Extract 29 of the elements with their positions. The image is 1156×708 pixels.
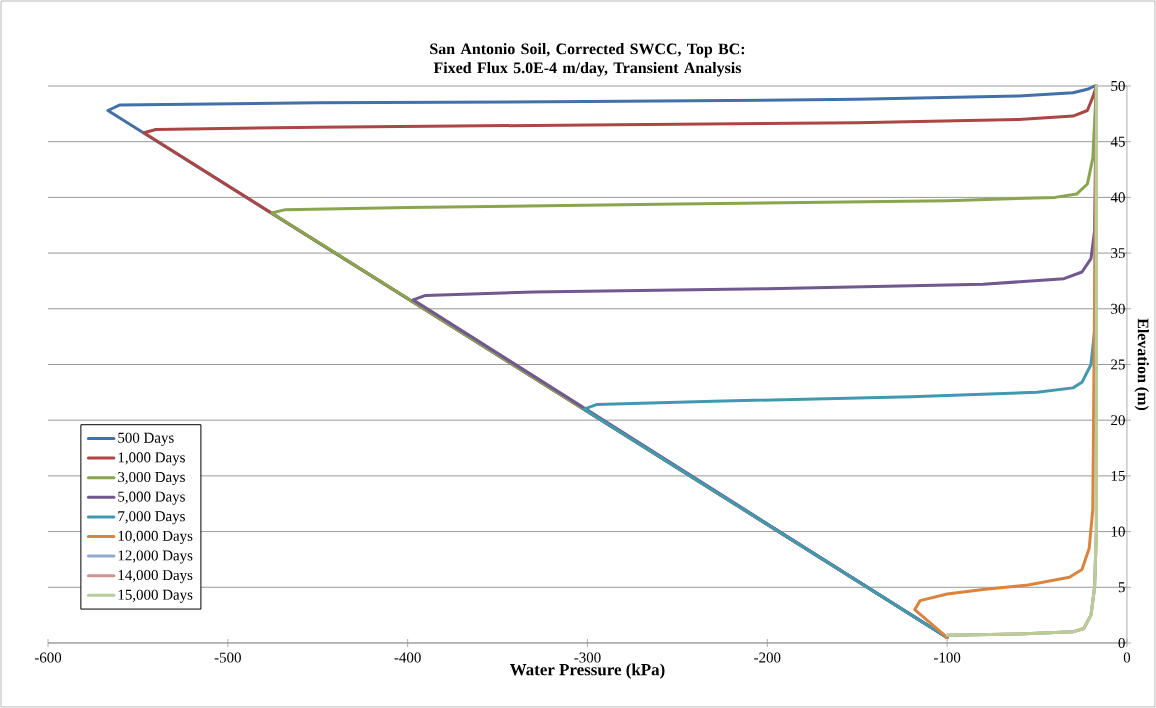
x-tick-label: -100: [933, 652, 961, 663]
x-tick-label: -400: [394, 652, 421, 663]
y-tick-label: 10: [1111, 526, 1125, 537]
y-tick-label: 35: [1111, 248, 1125, 259]
y-tick-label: 15: [1111, 470, 1125, 481]
y-tick-label: 0: [1118, 637, 1125, 649]
y-axis-title: Elevation (m): [1134, 318, 1149, 411]
legend-label: 1,000 Days: [118, 452, 185, 466]
y-tick-label: 40: [1110, 192, 1125, 203]
legend-label: 15,000 Days: [118, 589, 193, 603]
legend-label: 10,000 Days: [118, 530, 193, 544]
x-tick-label: -600: [34, 652, 62, 663]
y-tick-label: 5: [1118, 582, 1125, 593]
legend-label: 14,000 Days: [118, 570, 193, 584]
legend-label: 5,000 Days: [118, 491, 185, 505]
x-tick-label: -500: [214, 652, 241, 663]
y-tick-label: 50: [1111, 80, 1125, 92]
legend-label: 500 Days: [118, 432, 174, 446]
y-tick-label: 30: [1111, 303, 1125, 314]
y-tick-label: 25: [1111, 359, 1125, 370]
y-tick-label: 45: [1110, 136, 1125, 147]
x-tick-label: -200: [754, 652, 781, 663]
chart-title: San Antonio Soil, Corrected SWCC, Top BC: Fixed Flux 5.0E-4 m/day, Transient Analysis: [430, 43, 745, 77]
y-tick-label: 20: [1111, 415, 1125, 426]
legend-label: 7,000 Days: [118, 511, 185, 525]
legend-label: 12,000 Days: [118, 550, 193, 564]
legend-label: 3,000 Days: [118, 471, 185, 486]
x-tick-label: -300: [574, 652, 601, 663]
x-axis-title: Water Pressure (kPa): [509, 663, 665, 679]
